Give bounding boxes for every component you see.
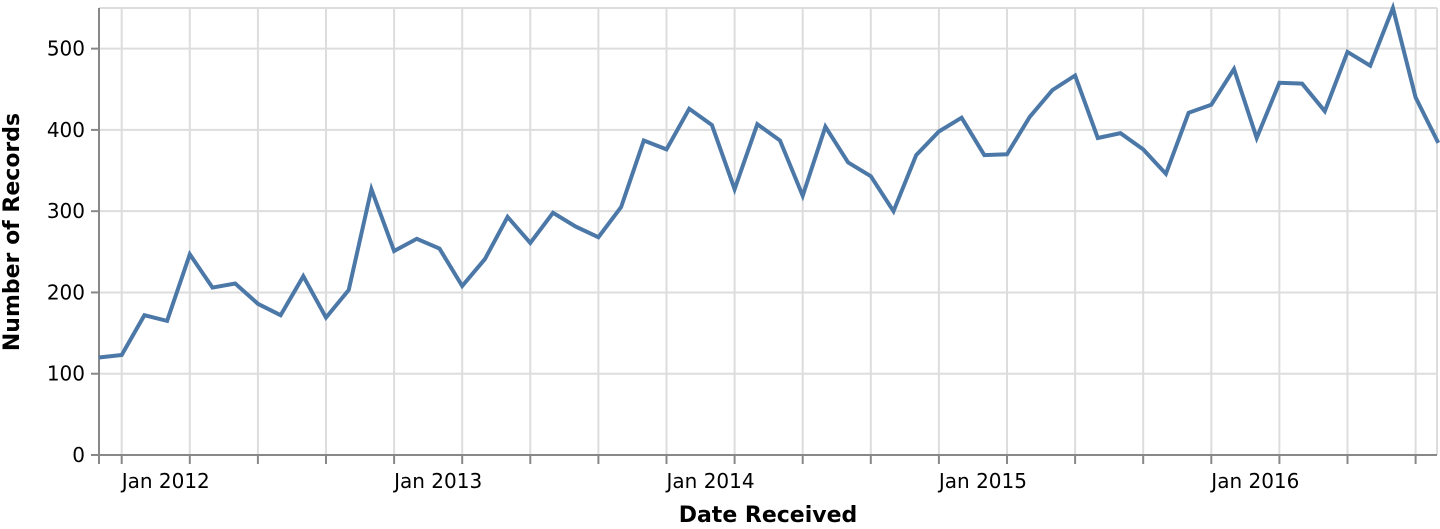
grid — [99, 7, 1438, 455]
x-tick-label: Jan 2012 — [120, 469, 210, 493]
series-line — [98, 1, 1440, 360]
y-tick-label: 500 — [47, 37, 85, 61]
y-tick-label: 300 — [47, 199, 85, 223]
x-tick-label: Jan 2016 — [1209, 469, 1299, 493]
y-axis-title: Number of Records — [0, 113, 25, 351]
y-tick-label: 0 — [72, 443, 85, 467]
y-tick-label: 100 — [47, 362, 85, 386]
x-axis-title: Date Received — [679, 503, 858, 525]
x-tick-label: Jan 2015 — [937, 469, 1027, 493]
x-tick-label: Jan 2014 — [665, 469, 755, 493]
y-tick-label: 400 — [47, 118, 85, 142]
series-layer — [98, 1, 1440, 360]
x-tick-label: Jan 2013 — [392, 469, 482, 493]
y-tick-label: 200 — [47, 280, 85, 304]
axes: 0 100 200 300 400 500 Jan 2012 Jan 2013 Jan 2014… — [47, 8, 1437, 493]
